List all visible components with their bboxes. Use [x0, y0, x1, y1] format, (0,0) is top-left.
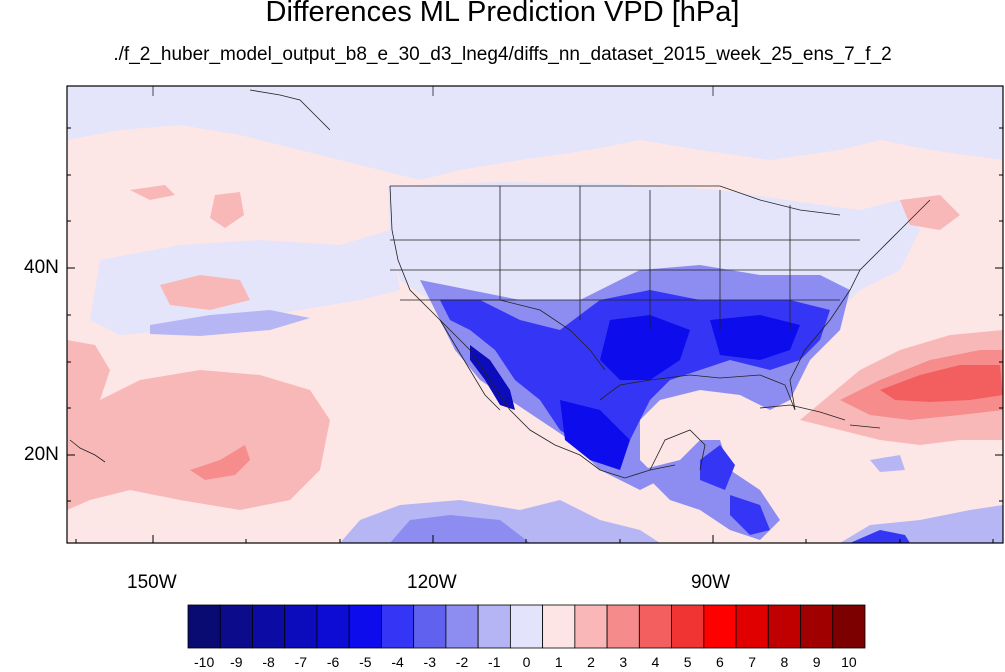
x-tick-label-120w: 120W — [407, 572, 457, 593]
atlantic-warm-core — [880, 365, 1003, 402]
colorbar-box — [187, 604, 221, 649]
colorbar-box — [767, 604, 801, 649]
colorbar-box — [832, 604, 866, 649]
us-canada-border — [390, 185, 841, 216]
state-lines — [390, 186, 860, 330]
colorbar-label: 6 — [716, 654, 724, 670]
colorbar-box — [606, 604, 640, 649]
colorbar-label: -2 — [456, 654, 469, 670]
hawaii-coastline — [69, 439, 106, 463]
colorbar-box — [542, 604, 576, 649]
colorbar-label: 5 — [684, 654, 692, 670]
central-america-core — [700, 445, 735, 490]
panama-core — [730, 495, 770, 535]
vpd-difference-field — [67, 86, 1003, 543]
colorbar-label: -4 — [391, 654, 404, 670]
colorbar-label: 8 — [781, 654, 789, 670]
x-ticks — [75, 535, 994, 543]
colorbar-box — [671, 604, 705, 649]
colorbar-box — [316, 604, 350, 649]
west-pacific-warm-band — [67, 340, 330, 510]
colorbar-box — [284, 604, 318, 649]
texas-deep-core — [600, 315, 690, 380]
colorbar-box — [574, 604, 608, 649]
colorbar-label: -1 — [488, 654, 501, 670]
colorbar-box — [413, 604, 447, 649]
colorbar-box — [703, 604, 737, 649]
colorbar-label: 2 — [587, 654, 595, 670]
atlantic-cool-patch — [870, 455, 905, 472]
mexico-deep-core — [560, 400, 630, 470]
x-tick-label-150w: 150W — [127, 572, 177, 593]
colorbar-box — [735, 604, 769, 649]
alaska-coastline — [249, 89, 331, 131]
colorbar-label: -10 — [194, 654, 214, 670]
pacific-warm-blob — [210, 192, 244, 228]
colorbar: -10 -9 -8 -7 -6 -5 -4 -3 -2 -1 0 1 2 3 4 5 6 7 8 9 10 — [187, 604, 866, 670]
southeast-deep-core — [710, 315, 800, 360]
cuba-coastline — [759, 404, 846, 421]
hispaniola-coastline — [849, 424, 881, 429]
colorbar-label: 10 — [841, 654, 857, 670]
x-tick-label-90w: 90W — [691, 572, 731, 593]
coastlines — [69, 89, 931, 479]
grid-cross-marks — [152, 86, 714, 96]
colorbar-label: -3 — [424, 654, 437, 670]
colorbar-label: -7 — [295, 654, 308, 670]
gulf-coastline — [599, 199, 931, 411]
baja-deep-core — [470, 345, 515, 410]
colorbar-box — [509, 604, 544, 649]
colorbar-label: 4 — [652, 654, 660, 670]
colorbar-label: -8 — [262, 654, 275, 670]
west-pacific-warm-core — [190, 445, 250, 480]
colorbar-label: -5 — [359, 654, 372, 670]
west-pacific-warm-patch — [160, 275, 250, 310]
northwest-warm-patch — [130, 185, 175, 200]
y-tick-label-20n: 20N — [24, 444, 59, 465]
colorbar-label: 3 — [619, 654, 627, 670]
baja-coastline — [439, 319, 501, 411]
pacific-cool-patch — [150, 310, 310, 336]
colorbar-box — [638, 604, 672, 649]
colorbar-label: 1 — [555, 654, 563, 670]
colorbar-box — [348, 604, 382, 649]
colorbar-box — [219, 604, 253, 649]
y-ticks — [67, 127, 1003, 502]
colorbar-box — [445, 604, 479, 649]
north-pacific-cool-band — [67, 86, 1003, 180]
map-subtitle: ./f_2_huber_model_output_b8_e_30_d3_lneg… — [113, 44, 892, 65]
colorbar-label: -6 — [327, 654, 340, 670]
southeast-corner-core — [850, 530, 910, 543]
northeast-warm-patch — [900, 195, 960, 230]
colorbar-label: 7 — [748, 654, 756, 670]
west-coastline — [389, 185, 676, 479]
y-tick-label-40n: 40N — [24, 257, 59, 278]
colorbar-box — [477, 604, 511, 649]
south-edge-cool-core — [390, 515, 530, 543]
colorbar-label: 9 — [813, 654, 821, 670]
colorbar-box — [252, 604, 286, 649]
north-cool-ribbon — [90, 230, 400, 335]
colorbar-label: -9 — [230, 654, 243, 670]
colorbar-box — [381, 604, 415, 649]
colorbar-label: 0 — [523, 654, 531, 670]
yucatan-coastline — [649, 429, 706, 471]
map-title: Differences ML Prediction VPD [hPa] — [265, 0, 740, 28]
colorbar-box — [800, 604, 834, 649]
